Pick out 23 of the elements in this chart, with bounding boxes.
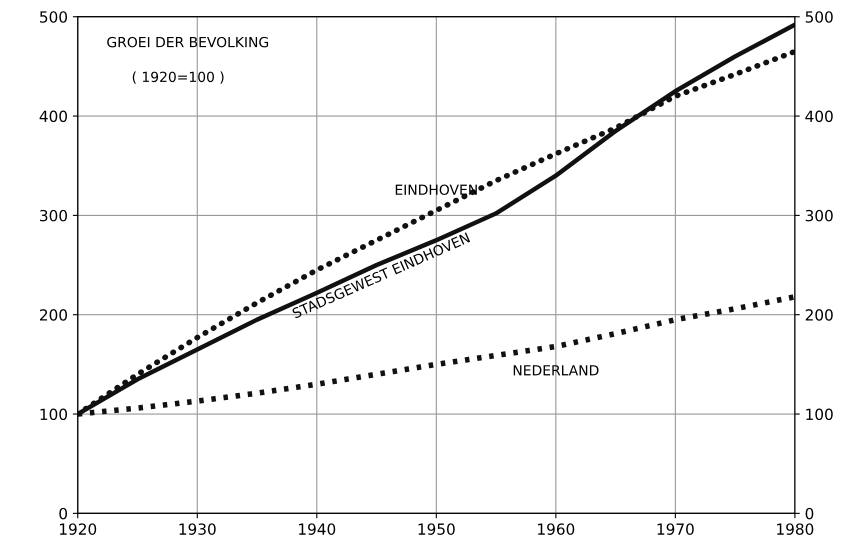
x-tick-label: 1970 [658, 523, 694, 535]
y-tick-label: 400 [40, 110, 68, 122]
text: GROEI DER BEVOLKING [107, 36, 268, 48]
x-tick-label: 1920 [60, 523, 96, 535]
y2-tick-label: 300 [806, 210, 833, 222]
x-tick-label: 1950 [418, 523, 455, 535]
y-tick-label: 300 [40, 210, 68, 222]
y-tick-label: 200 [40, 309, 68, 321]
y2-tick-label: 500 [806, 11, 833, 23]
series-label: NEDERLAND [514, 365, 598, 376]
text: ( 1920=100 ) [132, 71, 224, 84]
y2-tick-label: 100 [806, 408, 833, 420]
x-tick-label: 1960 [538, 523, 574, 535]
y-tick-label: 500 [40, 11, 68, 23]
y-tick-label: 0 [59, 508, 68, 520]
y2-tick-label: 200 [806, 309, 833, 321]
x-tick-label: 1980 [777, 523, 814, 535]
y-tick-label: 100 [40, 408, 68, 420]
x-tick-label: 1930 [180, 523, 216, 535]
x-tick-label: 1940 [299, 523, 336, 535]
y2-tick-label: 400 [805, 110, 833, 122]
series-label: EINDHOVEN [396, 184, 477, 196]
y2-tick-label: 0 [806, 508, 814, 520]
